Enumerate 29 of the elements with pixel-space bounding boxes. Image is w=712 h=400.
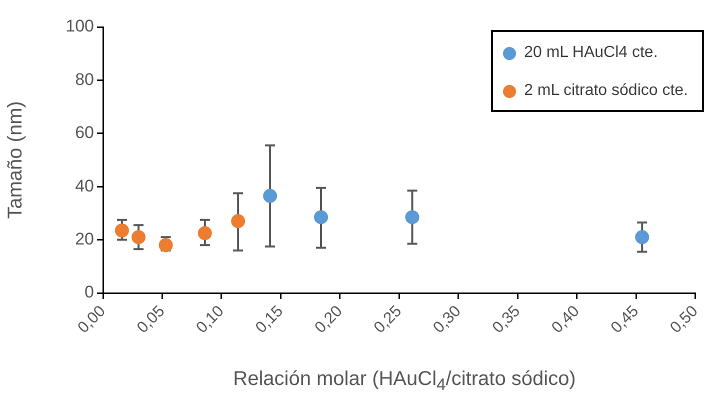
x-axis-title: Relación molar (HAuCl$_{4}$/citrato sódico) xyxy=(232,368,577,395)
x-tick-label: 0,35 xyxy=(490,302,524,337)
y-tick-label: 100 xyxy=(66,16,94,36)
y-tick-label: 0 xyxy=(84,282,94,302)
x-tick-label: 0,30 xyxy=(430,302,464,337)
y-tick-label: 60 xyxy=(75,123,94,142)
point xyxy=(635,230,650,244)
y-axis-title: Tamaño (nm) xyxy=(4,101,27,219)
x-tick-label: 0,40 xyxy=(548,302,583,337)
x-tick-label: 0,10 xyxy=(193,302,228,337)
point xyxy=(231,214,246,228)
x-tick-label: 0,00 xyxy=(74,302,110,337)
legend-label: 20 mL HAuCl4 cte. xyxy=(524,44,658,62)
x-tick-label: 0,15 xyxy=(252,302,287,337)
y-tick-label: 20 xyxy=(75,229,94,248)
point xyxy=(114,223,129,238)
x-tick-label: 0,45 xyxy=(608,302,642,337)
point xyxy=(263,188,278,203)
point xyxy=(198,226,212,240)
point xyxy=(132,230,146,244)
legend-label: 2 mL citrato sódico cte. xyxy=(524,82,688,100)
y-tick-label: 40 xyxy=(75,176,94,196)
x-tick-label: 0,50 xyxy=(667,302,702,337)
point xyxy=(314,210,328,224)
x-tick-label: 0,20 xyxy=(312,302,346,337)
point xyxy=(405,210,420,224)
x-tick-label: 0,25 xyxy=(371,302,406,337)
x-tick-label: 0,05 xyxy=(134,302,168,337)
y-tick-label: 80 xyxy=(75,70,94,89)
